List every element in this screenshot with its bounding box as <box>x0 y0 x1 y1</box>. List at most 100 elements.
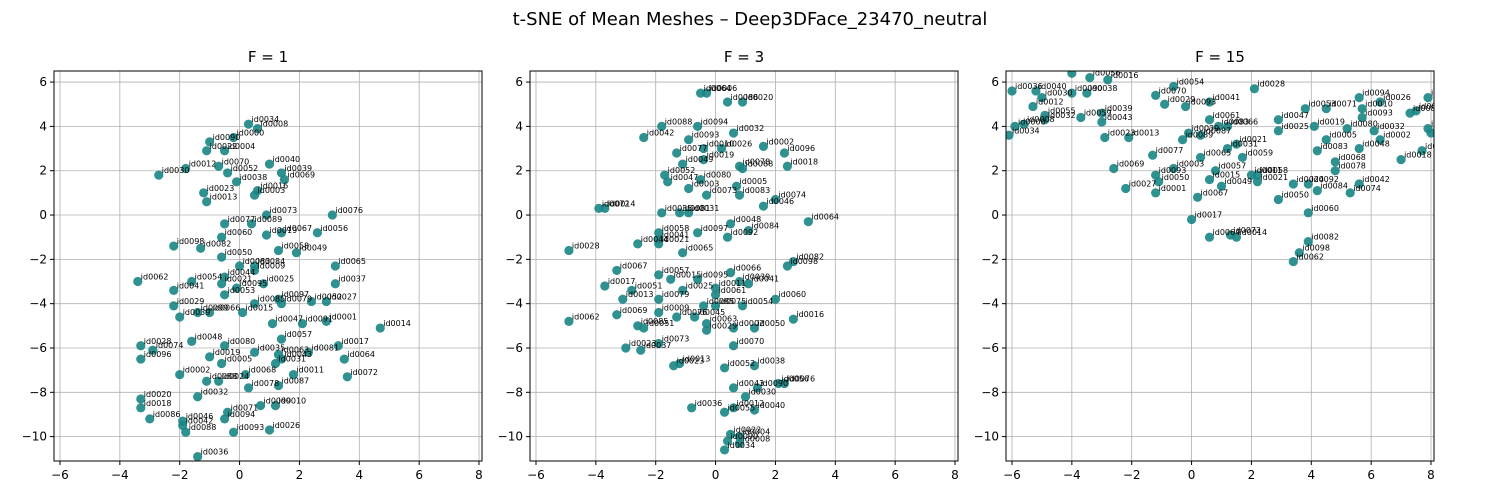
scatter-point <box>1100 132 1110 143</box>
point-label: id0021 <box>1260 173 1288 182</box>
scatter-point <box>669 361 679 371</box>
scatter-point <box>175 312 185 322</box>
scatter-point <box>231 283 242 293</box>
scatter-point <box>678 159 688 169</box>
scatter-point <box>728 323 739 333</box>
point-label: id0082 <box>1311 233 1339 242</box>
point-label: id0029 <box>177 297 205 306</box>
scatter-point <box>672 148 682 158</box>
scatter-point <box>258 279 269 289</box>
point-label: id0019 <box>707 151 735 160</box>
scatter-point <box>1007 86 1017 96</box>
point-label: id0046 <box>766 197 794 206</box>
point-label: id0031 <box>1230 140 1258 149</box>
point-label: id0064 <box>811 213 839 222</box>
point-label: id0061 <box>1213 111 1241 120</box>
scatter-point <box>261 230 272 240</box>
point-label: id0045 <box>698 308 726 317</box>
point-label: id0068 <box>1338 153 1366 162</box>
scatter-point <box>710 301 721 311</box>
point-label: id0005 <box>225 355 253 364</box>
y-tick-label: −2 <box>505 252 523 266</box>
scatter-point <box>306 296 316 307</box>
scatter-point <box>1216 181 1227 191</box>
panel-f1-title: F = 1 <box>248 48 288 66</box>
point-label: id0073 <box>662 335 690 344</box>
scatter-point <box>734 432 745 442</box>
point-label: id0003 <box>1177 160 1205 169</box>
point-label: id0096 <box>144 350 172 359</box>
scatter-point <box>654 270 664 280</box>
point-label: id0071 <box>231 403 259 412</box>
scatter-point <box>1357 112 1367 123</box>
scatter-point <box>249 347 260 358</box>
point-label: id0009 <box>662 304 690 313</box>
y-tick-label: −6 <box>981 341 999 355</box>
scatter-point <box>1006 130 1014 140</box>
point-label: id0011 <box>1254 166 1282 175</box>
point-label: id0063 <box>281 346 309 355</box>
point-label: id0048 <box>734 215 762 224</box>
x-tick-label: 0 <box>1188 468 1196 482</box>
point-label: id0037 <box>644 341 672 350</box>
point-label: id0026 <box>1383 93 1411 102</box>
scatter-point <box>719 445 730 455</box>
scatter-point <box>782 261 792 271</box>
panel-f3-frame <box>529 70 959 462</box>
scatter-point <box>145 414 155 424</box>
point-label: id0012 <box>189 160 217 169</box>
scatter-point <box>297 319 308 329</box>
point-label: id0088 <box>1413 104 1441 113</box>
point-label: id0047 <box>1281 111 1309 120</box>
scatter-point <box>564 316 574 326</box>
point-label: id0040 <box>757 401 785 410</box>
scatter-point <box>288 369 299 380</box>
scatter-point <box>276 334 287 344</box>
scatter-point <box>1330 157 1340 167</box>
panel-f1-points <box>133 119 385 461</box>
point-label: id0068 <box>249 366 277 375</box>
scatter-point <box>193 392 203 402</box>
point-label: id0018 <box>790 157 818 166</box>
scatter-point <box>234 261 245 271</box>
x-tick-label: 4 <box>831 468 839 482</box>
scatter-point <box>1186 214 1197 225</box>
point-label: id0036 <box>1015 82 1043 91</box>
scatter-point <box>1342 124 1352 134</box>
scatter-point <box>1309 121 1319 131</box>
scatter-point <box>154 170 164 180</box>
point-label: id0015 <box>674 270 702 279</box>
point-label: id0093 <box>692 131 720 140</box>
point-label: id0065 <box>338 257 366 266</box>
point-label: id0090 <box>760 379 788 388</box>
point-label: id0056 <box>320 224 348 233</box>
x-tick-label: −4 <box>1063 468 1081 482</box>
point-label: id0014 <box>1239 228 1267 237</box>
point-label: id0023 <box>677 357 705 366</box>
point-label: id0081 <box>311 343 339 352</box>
scatter-point <box>1417 146 1427 156</box>
point-label: id0060 <box>778 290 806 299</box>
y-tick-label: −2 <box>29 252 47 266</box>
point-label: id0038 <box>240 173 268 182</box>
point-label: id0041 <box>751 275 779 284</box>
point-label: id0068 <box>746 160 774 169</box>
scatter-point <box>199 188 209 198</box>
scatter-point <box>214 376 224 386</box>
point-label: id0098 <box>790 257 818 266</box>
point-label: id0019 <box>270 226 298 235</box>
scatter-point <box>1103 75 1113 85</box>
point-label: id0057 <box>1219 162 1247 171</box>
point-label: id0008 <box>743 434 771 443</box>
point-label: id0059 <box>1084 109 1112 118</box>
scatter-point <box>1019 119 1029 129</box>
y-tick-label: −6 <box>29 341 47 355</box>
point-label: id0011 <box>719 279 747 288</box>
point-label: id0069 <box>1117 160 1145 169</box>
scatter-point <box>749 323 760 333</box>
point-label: id0099 <box>201 304 229 313</box>
point-label: id0009 <box>258 261 286 270</box>
point-label: id0035 <box>258 343 286 352</box>
scatter-point <box>654 239 664 249</box>
scatter-point <box>1294 248 1304 258</box>
